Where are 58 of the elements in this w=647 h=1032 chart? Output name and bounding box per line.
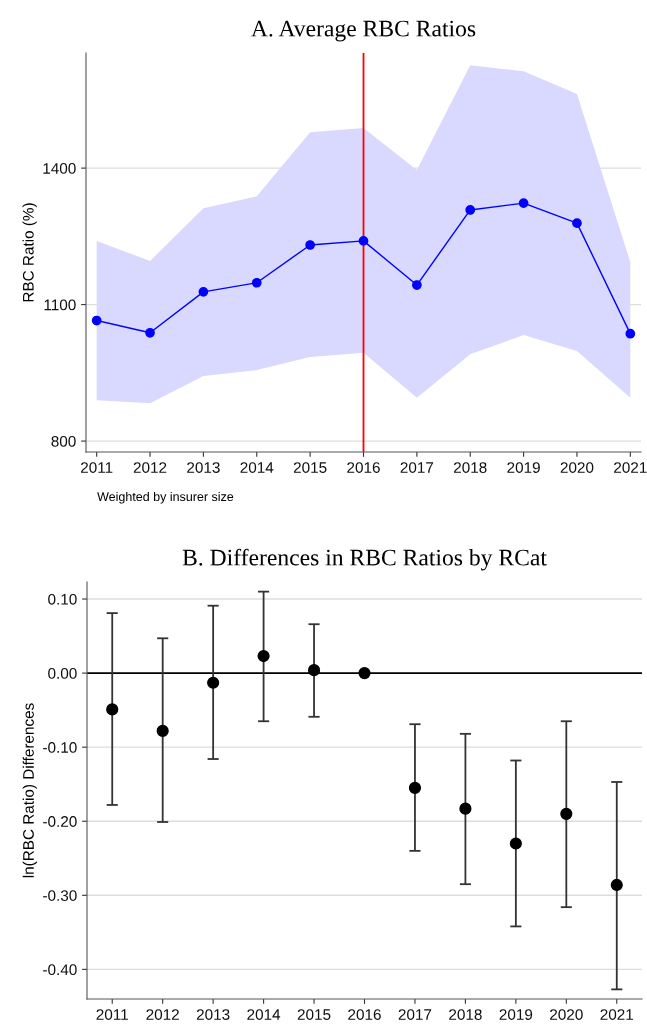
x-tick-label: 2021 — [600, 1009, 634, 1020]
x-tick-label: 2020 — [550, 1009, 583, 1020]
y-tick-label: 0.00 — [48, 667, 77, 679]
x-tick-label: 2014 — [240, 462, 274, 473]
point — [408, 781, 422, 794]
x-tick-label: 2020 — [560, 462, 594, 473]
text: Weighted by insurer size — [97, 491, 234, 504]
point — [91, 315, 102, 326]
chart-title: B. Differences in RBC Ratios by RCat — [182, 548, 547, 571]
point — [207, 676, 220, 689]
chart-title: A. Average RBC Ratios — [251, 20, 476, 42]
y-axis-title: ln(RBC Ratio) Differences — [22, 703, 37, 878]
x-tick-label: 2015 — [293, 462, 327, 473]
x-tick-label: 2019 — [507, 462, 540, 473]
point — [307, 664, 321, 677]
point — [156, 724, 169, 737]
x-tick-label: 2018 — [449, 1009, 482, 1020]
point — [251, 277, 262, 288]
point — [305, 240, 315, 250]
x-tick-label: 2021 — [614, 462, 647, 473]
y-axis-title: RBC Ratio (%) — [22, 203, 37, 302]
point — [459, 802, 472, 815]
x-tick-label: 2016 — [347, 462, 380, 473]
y-tick-label: 0.10 — [48, 593, 77, 605]
x-tick-label: 2017 — [400, 462, 434, 473]
y-tick-label: -0.30 — [43, 890, 77, 901]
x-tick-label: 2013 — [196, 1009, 230, 1020]
y-tick-label: -0.20 — [43, 816, 77, 827]
point — [257, 649, 270, 663]
y-tick-label: 800 — [51, 435, 76, 447]
y-tick-label: 1100 — [44, 299, 76, 311]
point — [518, 198, 529, 208]
y-tick-label: -0.10 — [43, 742, 77, 753]
point — [198, 286, 209, 297]
point — [465, 205, 476, 215]
x-tick-label: 2019 — [499, 1009, 533, 1020]
point — [145, 327, 155, 338]
x-tick-label: 2018 — [454, 462, 487, 473]
point — [572, 218, 582, 229]
x-tick-label: 2012 — [146, 1009, 179, 1020]
point — [509, 837, 522, 850]
x-tick-label: 2015 — [297, 1009, 331, 1020]
x-tick-label: 2011 — [96, 1009, 128, 1020]
point — [625, 328, 636, 339]
point — [412, 280, 422, 290]
point — [358, 667, 371, 680]
x-tick-label: 2016 — [348, 1009, 381, 1020]
x-tick-label: 2013 — [187, 462, 220, 473]
point — [610, 878, 623, 892]
x-tick-label: 2012 — [133, 462, 167, 473]
x-tick-label: 2011 — [81, 462, 113, 473]
y-tick-label: 1400 — [43, 162, 76, 174]
x-tick-label: 2014 — [247, 1009, 281, 1020]
point — [106, 703, 119, 716]
point — [560, 807, 573, 820]
point — [358, 236, 369, 246]
y-tick-label: -0.40 — [43, 964, 77, 976]
x-tick-label: 2017 — [398, 1009, 432, 1020]
